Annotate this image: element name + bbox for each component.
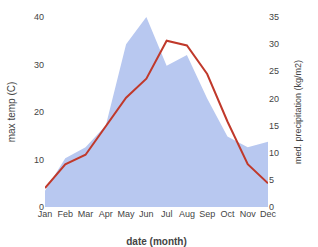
svg-text:15: 15 (269, 121, 279, 131)
svg-text:25: 25 (269, 66, 279, 76)
svg-text:35: 35 (269, 12, 279, 22)
svg-text:Apr: Apr (99, 209, 113, 219)
svg-text:10: 10 (269, 148, 279, 158)
svg-text:Jun: Jun (139, 209, 154, 219)
svg-text:0: 0 (269, 202, 274, 212)
svg-text:date (month): date (month) (126, 236, 187, 247)
svg-text:20: 20 (269, 94, 279, 104)
svg-text:Jan: Jan (38, 209, 53, 219)
svg-text:Nov: Nov (240, 209, 257, 219)
svg-text:0: 0 (39, 202, 44, 212)
svg-text:Dec: Dec (260, 209, 277, 219)
svg-text:max temp (C): max temp (C) (6, 82, 17, 143)
svg-text:Mar: Mar (78, 209, 94, 219)
svg-text:Feb: Feb (58, 209, 74, 219)
svg-text:30: 30 (34, 60, 44, 70)
svg-text:Oct: Oct (220, 209, 235, 219)
svg-text:10: 10 (34, 155, 44, 165)
svg-text:30: 30 (269, 39, 279, 49)
svg-text:Aug: Aug (179, 209, 195, 219)
svg-text:20: 20 (34, 107, 44, 117)
svg-text:Jul: Jul (161, 209, 173, 219)
svg-text:med. precipitation (kg/m2): med. precipitation (kg/m2) (293, 60, 303, 164)
svg-text:May: May (118, 209, 136, 219)
svg-text:5: 5 (269, 175, 274, 185)
svg-text:40: 40 (34, 12, 44, 22)
svg-text:Sep: Sep (199, 209, 215, 219)
